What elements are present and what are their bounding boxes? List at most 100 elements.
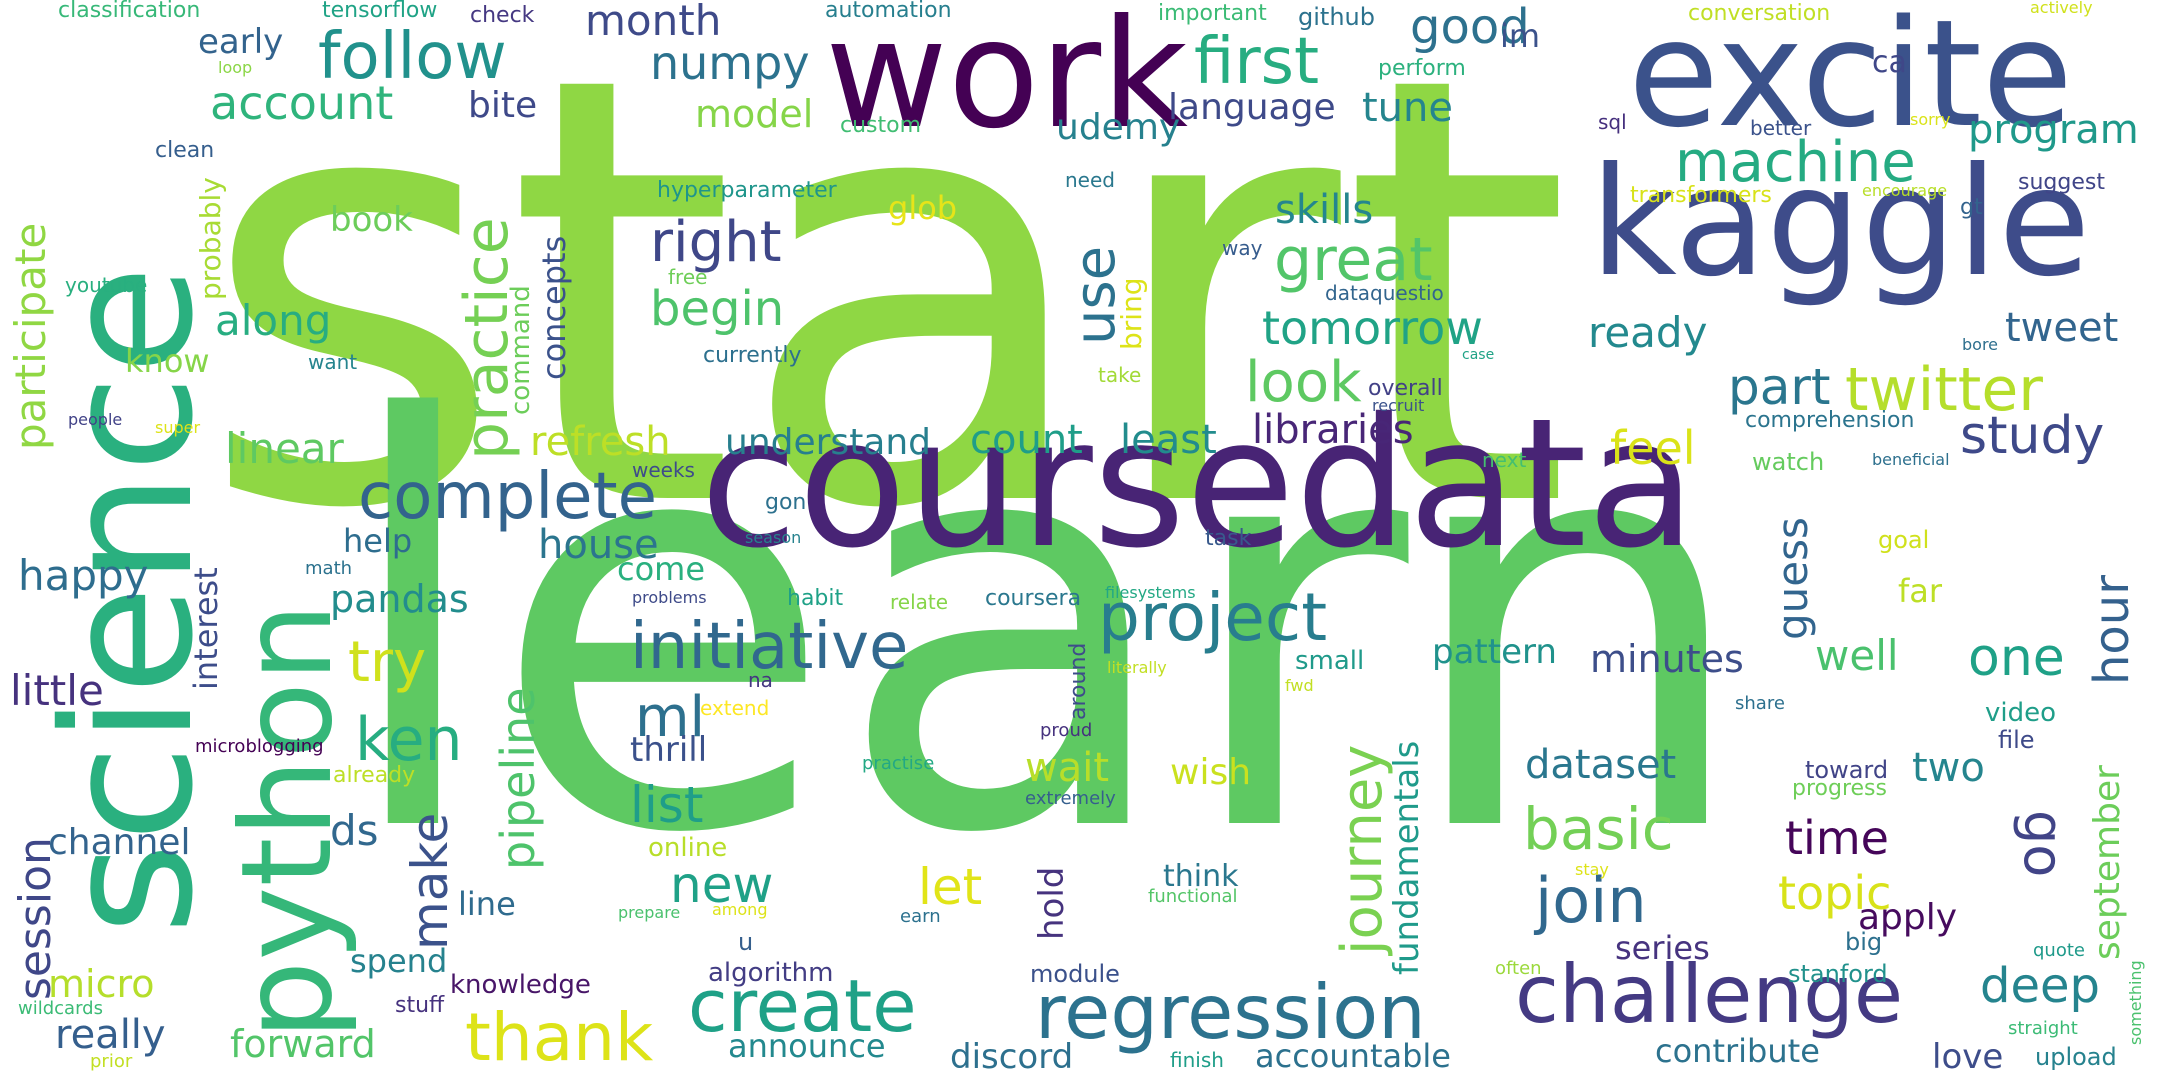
word-season: season [745,528,802,547]
word-first: first [1194,25,1320,99]
word-house: house [538,522,659,568]
word-along: along [215,296,332,345]
word-program: program [1968,107,2139,153]
word-deep: deep [1980,958,2100,1014]
word-tomorrow: tomorrow [1262,301,1483,355]
word-interest: interest [187,567,225,690]
word-start: start [198,0,1573,638]
word-hold: hold [1032,866,1072,940]
word-perform: perform [1378,56,1466,81]
word-regression: regression [1035,968,1426,1056]
word-microblogging: microblogging [195,736,324,757]
word-far: far [1898,572,1943,610]
word-series: series [1615,929,1710,967]
word-month: month [585,0,722,45]
word-u: u [738,928,754,956]
word-tune: tune [1362,85,1453,131]
word-twitter: twitter [1845,355,2043,425]
word-way: way [1222,236,1263,260]
word-basic: basic [1523,795,1674,863]
word-complete: complete [358,460,657,534]
word-ds: ds [330,806,379,855]
word-custom: custom [840,113,922,138]
word-apply: apply [1858,897,1958,938]
word-micro: micro [48,962,155,1006]
word-fwd: fwd [1285,676,1314,695]
word-comprehension: comprehension [1745,408,1915,433]
word-accountable: accountable [1255,1037,1451,1075]
word-dataquestio: dataquestio [1325,281,1444,305]
word-help: help [343,522,413,560]
word-model: model [695,92,814,136]
word-stay: stay [1575,860,1609,879]
word-skills: skills [1275,187,1374,233]
word-ca: ca [1872,45,1907,80]
word-coursedata: coursedata [700,380,1696,587]
word-journey: journey [1330,744,1395,955]
word-channel: channel [48,822,191,863]
word-machine: machine [1675,130,1916,195]
word-online: online [648,833,728,863]
word-participate: participate [6,222,55,450]
word-relate: relate [890,590,949,614]
word-youtube: youtube [65,273,148,297]
word-list: list [630,776,704,834]
word-pipeline: pipeline [491,687,545,871]
word-prepare: prepare [618,903,681,922]
word-make: make [401,812,459,950]
word-encourage: encourage [1862,181,1948,200]
word-wait: wait [1025,745,1110,791]
word-progress: progress [1792,776,1887,801]
word-extend: extend [700,696,770,720]
word-study: study [1960,406,2105,466]
word-task: task [1205,526,1252,551]
word-two: two [1912,745,1985,791]
word-great: great [1274,225,1433,295]
word-account: account [210,76,394,130]
word-bore: bore [1962,335,1999,354]
word-come: come [617,550,706,588]
word-loop: loop [218,58,253,77]
word-work: work [825,0,1188,162]
word-extremely: extremely [1025,788,1116,809]
word-follow: follow [318,20,507,94]
word-discord: discord [950,1037,1074,1077]
word-libraries: libraries [1252,407,1414,453]
word-math: math [305,558,353,579]
word-stuff: stuff [395,993,445,1018]
word-happy: happy [18,551,149,600]
word-im: im [1500,17,1541,55]
word-let: let [918,858,983,916]
word-big: big [1845,928,1883,956]
word-quote: quote [2033,940,2085,961]
word-numpy: numpy [650,36,810,90]
word-toward: toward [1805,756,1889,784]
word-earn: earn [900,906,941,927]
word-stanford: stanford [1788,960,1888,988]
word-new: new [670,856,774,914]
word-sorry: sorry [1910,110,1951,129]
word-take: take [1098,363,1142,387]
word-challenge: challenge [1515,948,1904,1041]
word-part: part [1728,358,1831,416]
word-habit: habit [787,586,844,611]
word-time: time [1785,811,1889,865]
word-filesystems: filesystems [1105,583,1196,602]
word-weeks: weeks [632,458,695,482]
word-right: right [650,210,782,275]
word-guess: guess [1768,517,1817,640]
word-ken: ken [355,705,463,775]
word-need: need [1065,168,1115,192]
word-little: little [10,666,104,715]
word-early: early [198,22,284,62]
word-ready: ready [1588,308,1708,357]
word-feel: feel [1610,421,1696,475]
word-well: well [1815,631,1899,680]
word-file: file [1998,726,2035,754]
word-command: command [506,285,536,415]
word-excite: excite [1628,0,2074,160]
word-least: least [1120,417,1217,463]
word-go: go [2012,810,2075,878]
word-practise: practise [862,753,935,774]
word-overall: overall [1368,376,1443,401]
